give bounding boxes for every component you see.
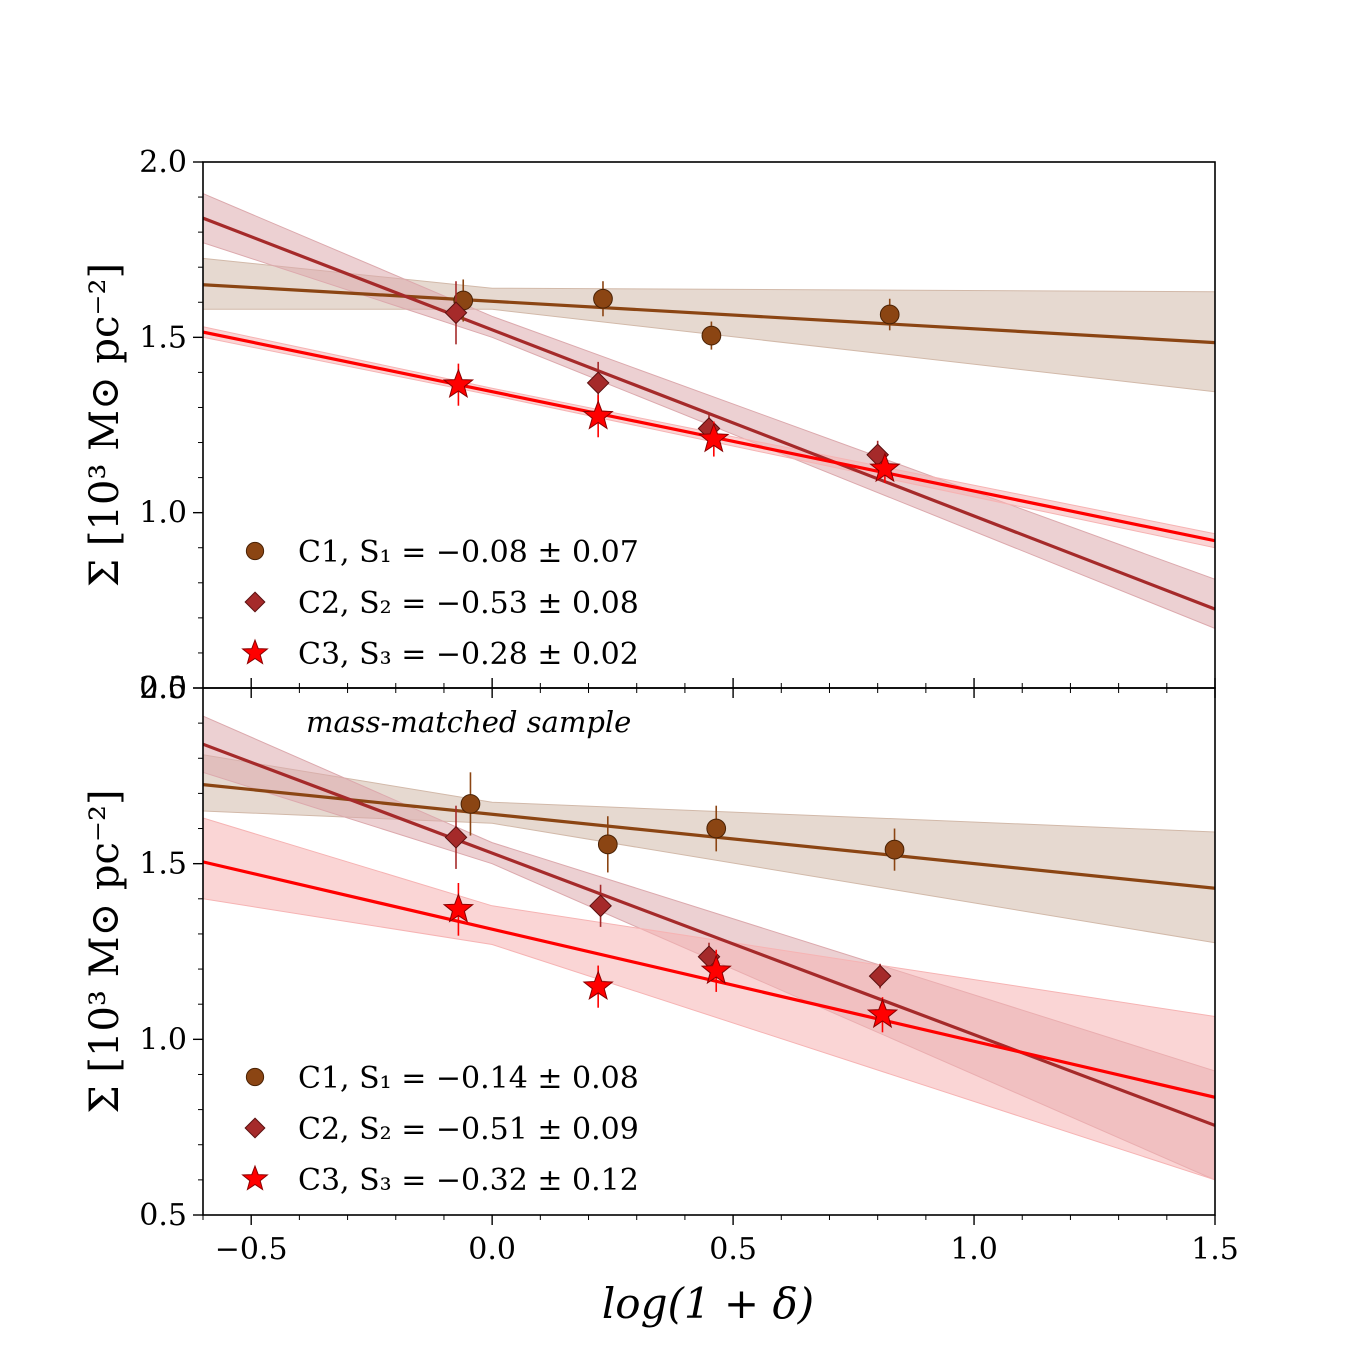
x-tick-label: 0.0 bbox=[468, 1232, 516, 1267]
point-c2-top-2 bbox=[586, 371, 610, 395]
panels: 0.5 1.0 1.5 2.0 Σ [10³ M⊙ pc⁻²] C1, S₁ = −0.0… bbox=[82, 145, 1239, 1267]
legend-label-c1-top: C1, S₁ = −0.08 ± 0.07 bbox=[298, 535, 639, 570]
legend-marker-c3-bottom bbox=[241, 1164, 269, 1191]
point-c3-bottom-4 bbox=[866, 998, 899, 1029]
point-c2-bottom-2 bbox=[589, 894, 612, 918]
point-c3-bottom-2 bbox=[582, 970, 614, 1000]
y-tick-label-top: 1.5 bbox=[139, 320, 187, 355]
y-tick-label-bottom: 2.0 bbox=[139, 671, 187, 706]
legend-marker-c2-top bbox=[244, 591, 266, 613]
band-c1-bottom bbox=[203, 754, 1215, 944]
y-tick-label-top: 2.0 bbox=[139, 145, 187, 180]
point-c3-top-2 bbox=[582, 399, 614, 430]
legend-label-c3-top: C3, S₃ = −0.28 ± 0.02 bbox=[298, 637, 639, 672]
point-c3-top-1 bbox=[442, 368, 475, 398]
legend-label-c1-bottom: C1, S₁ = −0.14 ± 0.08 bbox=[298, 1061, 639, 1096]
fit-line-c1-bottom bbox=[203, 783, 1215, 890]
fit-line-c2-bottom bbox=[203, 742, 1215, 1127]
legend-marker-c3-top bbox=[241, 638, 269, 665]
x-tick-label: 0.5 bbox=[709, 1232, 757, 1267]
fit-line-c2-top bbox=[203, 216, 1215, 611]
panel-top: 0.5 1.0 1.5 2.0 Σ [10³ M⊙ pc⁻²] C1, S₁ = −0.0… bbox=[82, 145, 1216, 706]
y-tick-label-bottom: 1.0 bbox=[139, 1022, 187, 1057]
legend-label-c2-top: C2, S₂ = −0.53 ± 0.08 bbox=[298, 586, 639, 621]
point-c1-bottom-3 bbox=[706, 818, 727, 839]
point-c1-bottom-2 bbox=[597, 834, 618, 855]
y-tick-label-top: 1.0 bbox=[139, 496, 187, 531]
point-c3-bottom-1 bbox=[442, 892, 475, 923]
annotation-bottom: mass-matched sample bbox=[306, 705, 631, 739]
legend-label-c2-bottom: C2, S₂ = −0.51 ± 0.09 bbox=[298, 1112, 639, 1147]
y-axis-title-top: Σ [10³ M⊙ pc⁻²] bbox=[82, 263, 128, 587]
point-c3-bottom-3 bbox=[700, 954, 732, 985]
legend-marker-c2-bottom bbox=[244, 1117, 266, 1139]
point-c1-top-4 bbox=[879, 304, 900, 325]
x-tick-label: 1.0 bbox=[950, 1232, 998, 1267]
legend-label-c3-bottom: C3, S₃ = −0.32 ± 0.12 bbox=[298, 1163, 639, 1198]
legend-marker-c1-top bbox=[245, 541, 265, 561]
y-tick-label-bottom: 1.5 bbox=[139, 847, 187, 882]
x-axis-title: log(1 + δ) bbox=[602, 1279, 814, 1328]
y-axis-title-bottom: Σ [10³ M⊙ pc⁻²] bbox=[82, 789, 128, 1113]
panel-bottom: 0.5 1.0 1.5 2.0 −0.5 0.0 0.5 1.0 1.5 Σ [10³ M⊙ pc… bbox=[82, 671, 1239, 1267]
point-c3-top-4 bbox=[869, 452, 901, 483]
x-tick-label: −0.5 bbox=[215, 1232, 288, 1267]
y-tick-label-bottom: 0.5 bbox=[139, 1198, 187, 1233]
axes-frame-bottom bbox=[202, 687, 1216, 1216]
plot-area-top bbox=[203, 193, 1215, 629]
point-c1-bottom-1 bbox=[460, 794, 481, 814]
legend-marker-c1-bottom bbox=[245, 1067, 265, 1087]
fit-line-c1-top bbox=[203, 283, 1215, 345]
point-c3-top-3 bbox=[698, 422, 730, 453]
x-tick-label: 1.5 bbox=[1191, 1232, 1239, 1267]
plot-area-bottom bbox=[203, 715, 1215, 1181]
y-tick-label-top: 0.5 bbox=[139, 671, 187, 706]
point-c2-bottom-4 bbox=[868, 964, 892, 988]
point-c1-top-2 bbox=[593, 288, 613, 309]
point-c2-bottom-1 bbox=[444, 825, 468, 849]
point-c1-top-3 bbox=[701, 325, 722, 346]
point-c1-bottom-4 bbox=[884, 839, 905, 860]
point-c2-top-1 bbox=[444, 301, 468, 325]
